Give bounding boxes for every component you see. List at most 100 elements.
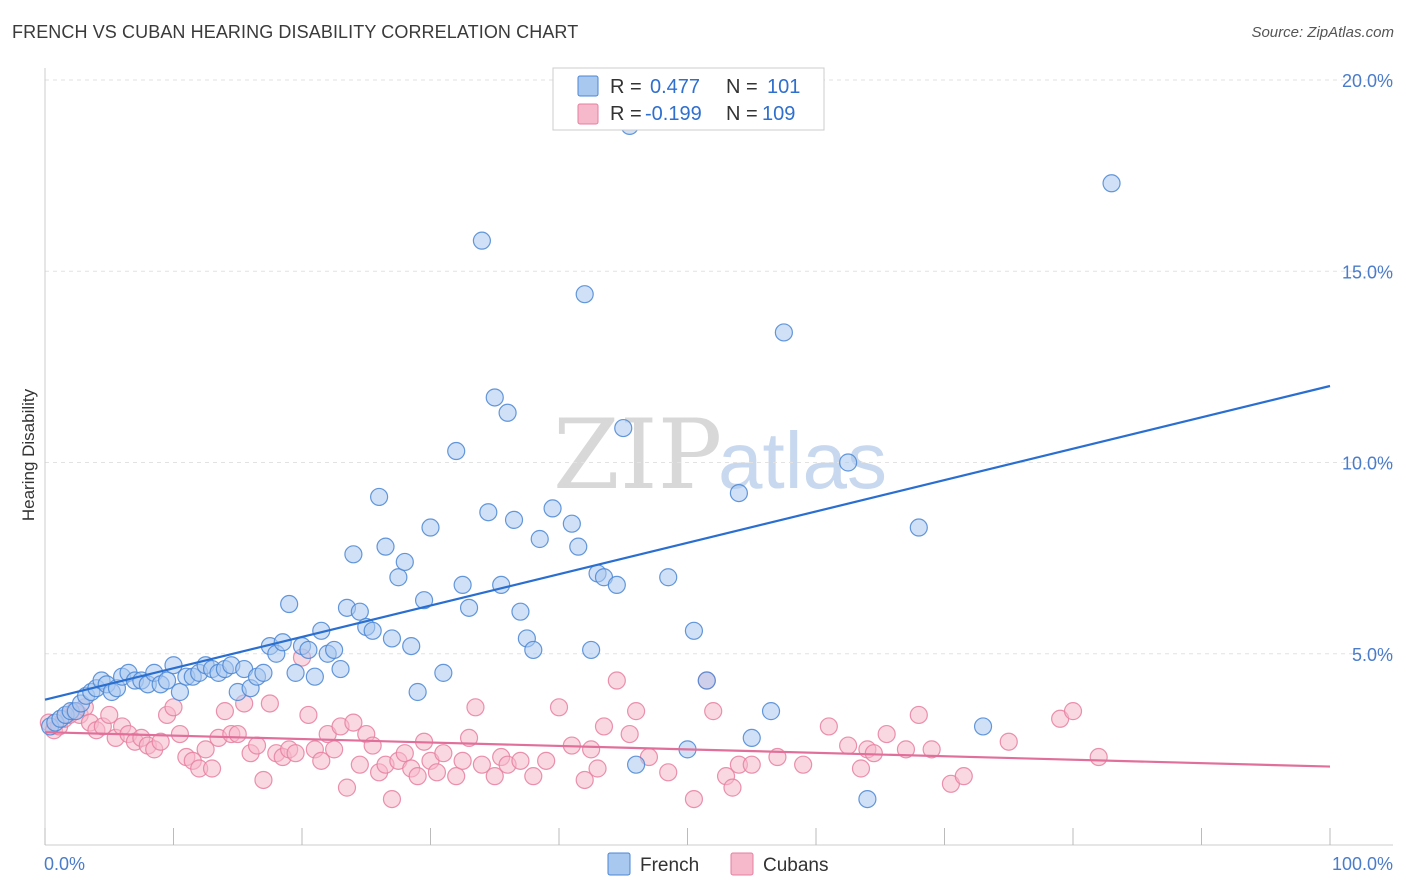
cubans-point-59	[408, 767, 427, 786]
legend-cubans-r-value: -0.199	[645, 103, 702, 125]
correlation-legend: R = 0.477 N = 101 R = -0.199 N = 109	[552, 67, 825, 131]
french-point-43	[299, 640, 318, 660]
french-point-55	[376, 537, 395, 556]
cubans-point-97	[851, 759, 871, 778]
french-point-63	[434, 663, 453, 682]
cubans-point-68	[472, 755, 491, 774]
y-tick-label-2: 15.0%	[1342, 262, 1393, 282]
french-point-54	[370, 487, 389, 507]
french-point-53	[363, 621, 382, 640]
french-point-87	[626, 755, 646, 774]
legend-swatch-cubans	[577, 103, 599, 125]
series-legend-cubans: Cubans	[763, 855, 829, 876]
french-point-78	[562, 514, 581, 533]
cubans-point-36	[260, 694, 279, 713]
cubans-point-72	[511, 751, 530, 770]
legend-french-r-value: 0.477	[650, 76, 700, 98]
cubans-point-86	[684, 789, 704, 809]
french-point-71	[498, 403, 517, 422]
cubans-point-100	[877, 724, 896, 744]
source-credit: Source: ZipAtlas.com	[1251, 24, 1394, 41]
cubans-point-62	[427, 763, 447, 782]
cubans-point-74	[537, 751, 556, 770]
french-point-21	[157, 671, 177, 690]
french-point-68	[479, 503, 498, 522]
cubans-point-64	[447, 767, 466, 786]
french-point-41	[286, 663, 305, 682]
cubans-point-35	[254, 770, 273, 790]
french-point-99	[973, 717, 993, 736]
french-point-62	[421, 518, 440, 537]
french-point-80	[575, 285, 594, 304]
french-point-100	[1102, 174, 1121, 193]
french-point-86	[614, 418, 633, 438]
cubans-point-88	[704, 702, 723, 721]
cubans-point-82	[620, 724, 639, 744]
cubans-point-73	[524, 767, 543, 786]
legend-french-r-label: R =	[610, 76, 642, 98]
cubans-point-22	[170, 724, 190, 744]
french-point-91	[697, 671, 716, 690]
x-tick-label-0: 0.0%	[44, 854, 85, 874]
y-tick-label-3: 20.0%	[1342, 71, 1393, 91]
cubans-point-109	[1089, 747, 1108, 767]
cubans-point-77	[575, 770, 594, 790]
cubans-point-80	[594, 717, 614, 736]
french-point-48	[331, 659, 350, 679]
french-point-81	[582, 640, 601, 660]
cubans-point-67	[466, 698, 485, 717]
french-point-79	[569, 537, 588, 556]
french-point-40	[280, 594, 299, 614]
y-tick-labels: 5.0% 10.0% 15.0% 20.0%	[1342, 71, 1393, 665]
french-trend-line	[44, 384, 1331, 701]
watermark: ZIP atlas	[553, 399, 887, 511]
french-point-44	[305, 667, 324, 686]
cubans-point-81	[607, 671, 626, 690]
french-point-56	[382, 629, 402, 648]
french-point-66	[459, 598, 479, 617]
french-point-59	[402, 636, 421, 656]
french-point-69	[485, 388, 504, 407]
french-point-98	[909, 518, 928, 537]
cubans-point-105	[954, 767, 973, 786]
french-points	[41, 116, 1121, 809]
legend-cubans-n-label: N =	[726, 103, 758, 125]
cubans-point-79	[588, 759, 607, 778]
cubans-point-108	[1063, 702, 1083, 721]
cubans-point-34	[247, 736, 267, 755]
cubans-point-103	[922, 740, 941, 759]
legend-french-n-label: N =	[726, 76, 758, 98]
cubans-point-101	[896, 740, 916, 759]
french-point-94	[761, 702, 781, 721]
cubans-point-48	[337, 778, 357, 797]
french-point-75	[524, 640, 543, 660]
legend-swatch-french	[577, 75, 599, 97]
french-point-72	[504, 510, 524, 529]
french-point-64	[447, 441, 466, 461]
cubans-point-49	[344, 713, 363, 732]
trend-lines	[44, 384, 1331, 768]
y-tick-label-0: 5.0%	[1352, 645, 1393, 665]
french-point-23	[170, 682, 190, 702]
cubans-point-85	[659, 763, 678, 782]
cubans-point-69	[485, 767, 504, 786]
cubans-point-21	[164, 698, 183, 717]
cubans-point-40	[286, 744, 305, 763]
french-point-60	[408, 682, 427, 702]
cubans-point-83	[626, 702, 646, 721]
french-point-96	[839, 453, 858, 472]
y-tick-label-1: 10.0%	[1342, 454, 1393, 474]
french-point-58	[395, 552, 414, 572]
cubans-point-19	[151, 732, 170, 751]
cubans-point-29	[215, 702, 234, 721]
x-tick-labels: 0.0% 100.0%	[44, 854, 1393, 874]
cubans-point-52	[363, 736, 382, 755]
gridlines	[45, 79, 1393, 655]
cubans-point-27	[202, 759, 222, 778]
cubans-point-96	[839, 736, 858, 755]
cubans-trend-line	[44, 731, 1331, 768]
cubans-point-50	[350, 755, 369, 774]
french-point-97	[858, 789, 877, 809]
cubans-point-102	[909, 705, 928, 725]
